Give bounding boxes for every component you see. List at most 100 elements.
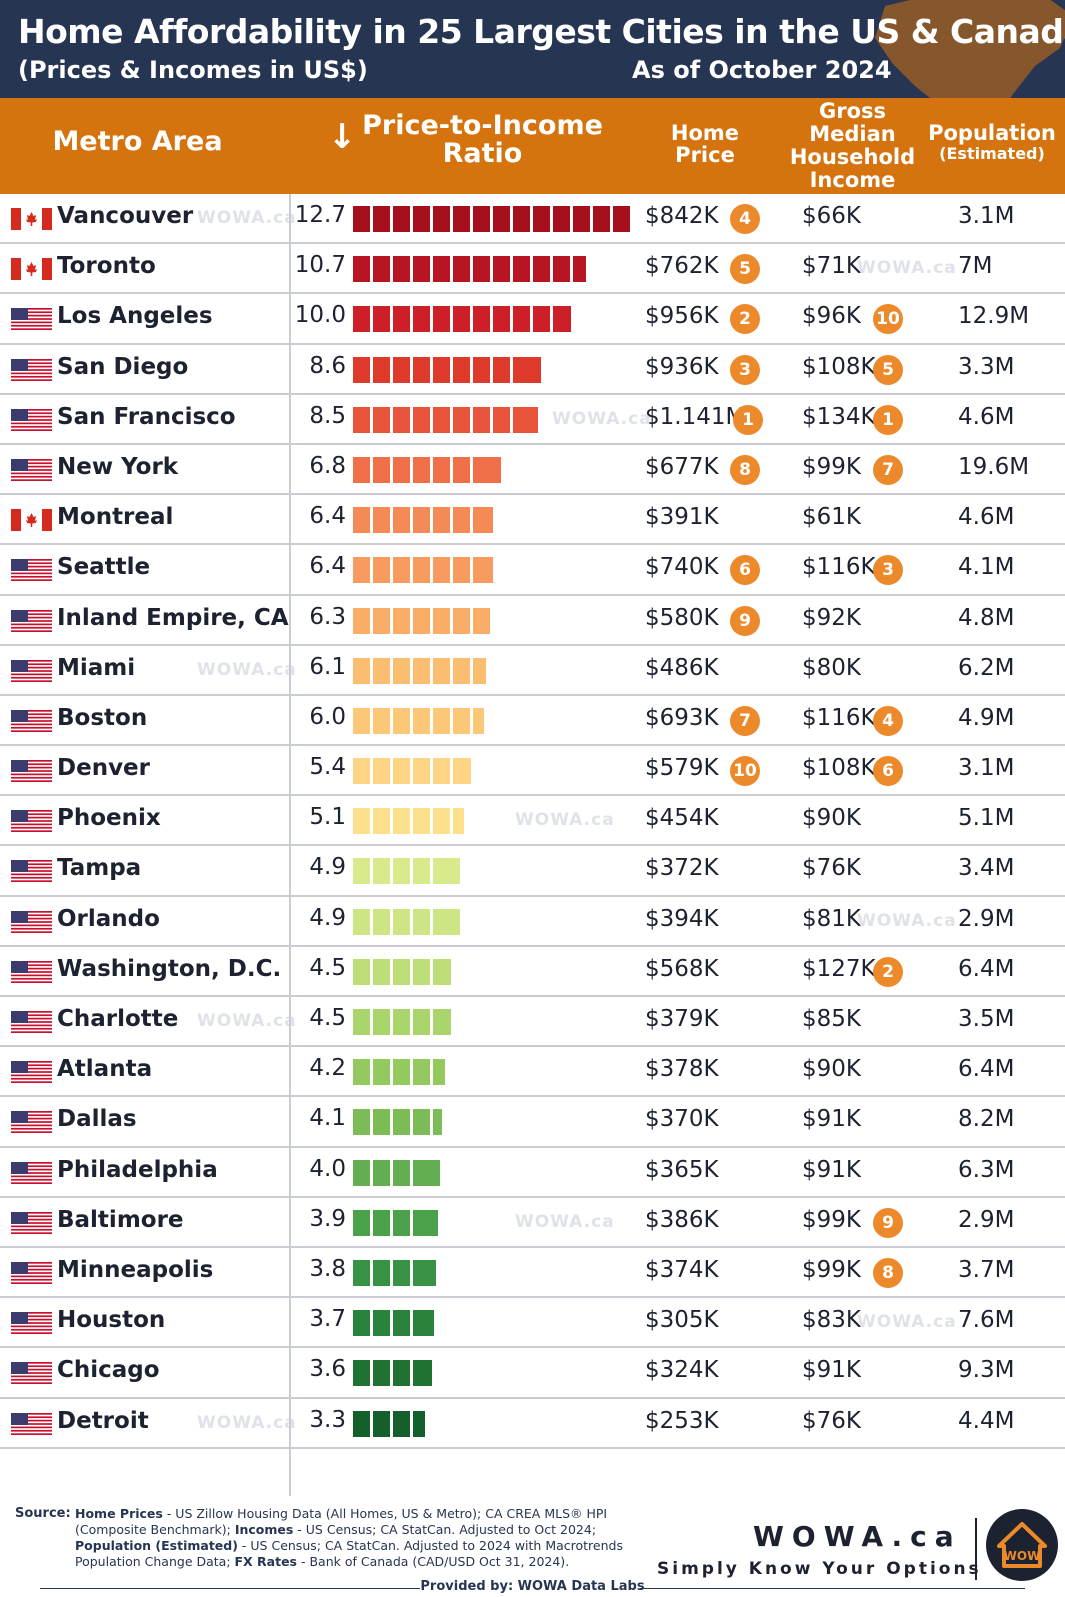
bar-segment xyxy=(413,306,430,333)
table-row: New York 6.8 $677K 8 $99K 7 19.6M xyxy=(0,445,1065,496)
us-flag-icon xyxy=(11,760,52,783)
city-name: Phoenix xyxy=(57,805,161,832)
bar-segment xyxy=(453,306,470,333)
bar-segment xyxy=(413,1059,430,1086)
population: 3.1M xyxy=(958,203,1015,229)
us-flag-icon xyxy=(11,308,52,331)
bar-segment xyxy=(373,1059,390,1086)
home-price: $956K xyxy=(645,303,719,330)
bar-segment xyxy=(413,908,430,935)
table-row: Minneapolis 3.8 $374K $99K 8 3.7M xyxy=(0,1248,1065,1299)
column-header-metro: Metro Area xyxy=(52,126,223,157)
watermark: WOWA.ca xyxy=(197,659,297,680)
bar-segment xyxy=(353,456,370,483)
column-header-ratio: Price-to-Income Ratio xyxy=(362,110,603,170)
ratio-value: 6.4 xyxy=(309,503,346,530)
bar-segment xyxy=(393,206,410,232)
population: 7M xyxy=(958,253,993,280)
income-rank-badge: 4 xyxy=(873,705,903,736)
ratio-bar xyxy=(353,758,471,785)
household-income: $85K xyxy=(802,1006,861,1032)
title-band: Home Affordability in 25 Largest Cities … xyxy=(0,0,1065,98)
table-row: San Francisco 8.5 $1.141M 1 $134K 1 4.6M WOWA.c… xyxy=(0,395,1065,445)
column-header-income: Gross Median Household Income xyxy=(789,99,916,193)
ratio-bar xyxy=(353,1209,438,1236)
bar-segment xyxy=(433,858,460,885)
bar-segment xyxy=(493,406,510,433)
bar-segment xyxy=(373,356,390,383)
bar-segment xyxy=(373,1209,390,1236)
home-price: $372K xyxy=(645,855,719,882)
bar-segment xyxy=(393,1109,410,1136)
bar-segment xyxy=(493,256,510,283)
city-name: Toronto xyxy=(57,253,156,280)
bar-segment xyxy=(433,958,451,985)
ratio-bar xyxy=(353,306,571,333)
us-flag-icon xyxy=(11,1061,52,1084)
watermark: WOWA.ca xyxy=(857,258,957,279)
ratio-value: 4.2 xyxy=(309,1055,346,1082)
bar-segment xyxy=(473,707,484,734)
table-row: Chicago 3.6 $324K $91K 9.3M xyxy=(0,1348,1065,1399)
bar-segment xyxy=(353,657,370,684)
bar-segment xyxy=(373,908,390,935)
household-income: $71K xyxy=(802,253,861,280)
watermark: WOWA.ca xyxy=(197,208,297,228)
household-income: $81K xyxy=(802,905,861,932)
bar-segment xyxy=(533,206,550,232)
bar-segment xyxy=(573,256,586,283)
ratio-value: 5.4 xyxy=(309,754,346,781)
home-price: $580K xyxy=(645,604,719,631)
bar-segment xyxy=(353,908,370,935)
us-flag-icon xyxy=(11,1312,52,1335)
table-row: Montreal 6.4 $391K $61K 4.6M xyxy=(0,495,1065,546)
table-row: Atlanta 4.2 $378K $90K 6.4M xyxy=(0,1047,1065,1098)
bar-segment xyxy=(413,406,430,433)
household-income: $108K xyxy=(802,755,876,782)
canada-flag-icon xyxy=(11,509,52,532)
household-income: $134K xyxy=(802,403,876,430)
home-price: $379K xyxy=(645,1006,719,1032)
bar-segment xyxy=(353,256,370,283)
ratio-value: 6.1 xyxy=(309,653,346,680)
bar-segment xyxy=(373,206,390,232)
bar-segment xyxy=(473,356,490,383)
ratio-value: 6.8 xyxy=(309,452,346,479)
watermark: WOWA.ca xyxy=(515,1211,615,1232)
us-flag-icon xyxy=(11,609,52,632)
bar-segment xyxy=(393,356,410,383)
population: 5.1M xyxy=(958,805,1015,832)
bar-segment xyxy=(533,256,550,283)
ratio-value: 3.6 xyxy=(309,1356,346,1383)
bar-segment xyxy=(413,808,430,835)
home-price: $936K xyxy=(645,353,719,380)
ratio-bar xyxy=(353,1159,440,1186)
ratio-bar xyxy=(353,1259,436,1286)
table-row: Inland Empire, CA 6.3 $580K 9 $92K 4.8M xyxy=(0,596,1065,646)
income-rank-badge: 5 xyxy=(873,354,903,385)
bar-segment xyxy=(413,1310,434,1337)
household-income: $99K xyxy=(802,453,861,480)
table-row: Boston 6.0 $693K 7 $116K 4 4.9M xyxy=(0,696,1065,747)
table-row: Detroit 3.3 $253K $76K 4.4M WOWA.ca xyxy=(0,1399,1065,1449)
bar-segment xyxy=(373,256,390,283)
bar-segment xyxy=(373,557,390,584)
city-name: Orlando xyxy=(57,905,160,932)
table-row: Phoenix 5.1 $454K $90K 5.1M WOWA.ca xyxy=(0,796,1065,847)
price-rank-badge: 10 xyxy=(730,756,760,787)
home-price: $762K xyxy=(645,253,719,280)
bar-segment xyxy=(513,206,530,232)
household-income: $99K xyxy=(802,1206,861,1233)
bar-segment xyxy=(433,607,450,634)
bar-segment xyxy=(433,1059,445,1086)
home-price: $1.141M xyxy=(645,403,746,430)
household-income: $90K xyxy=(802,1056,861,1083)
bar-segment xyxy=(393,406,410,433)
city-name: Los Angeles xyxy=(57,303,213,330)
logo-text: WOW xyxy=(1004,1549,1041,1563)
population: 7.6M xyxy=(958,1307,1015,1334)
table-row: Miami 6.1 $486K $80K 6.2M WOWA.ca xyxy=(0,646,1065,696)
table-row: Orlando 4.9 $394K $81K 2.9M WOWA.ca xyxy=(0,897,1065,947)
bar-segment xyxy=(613,206,630,232)
